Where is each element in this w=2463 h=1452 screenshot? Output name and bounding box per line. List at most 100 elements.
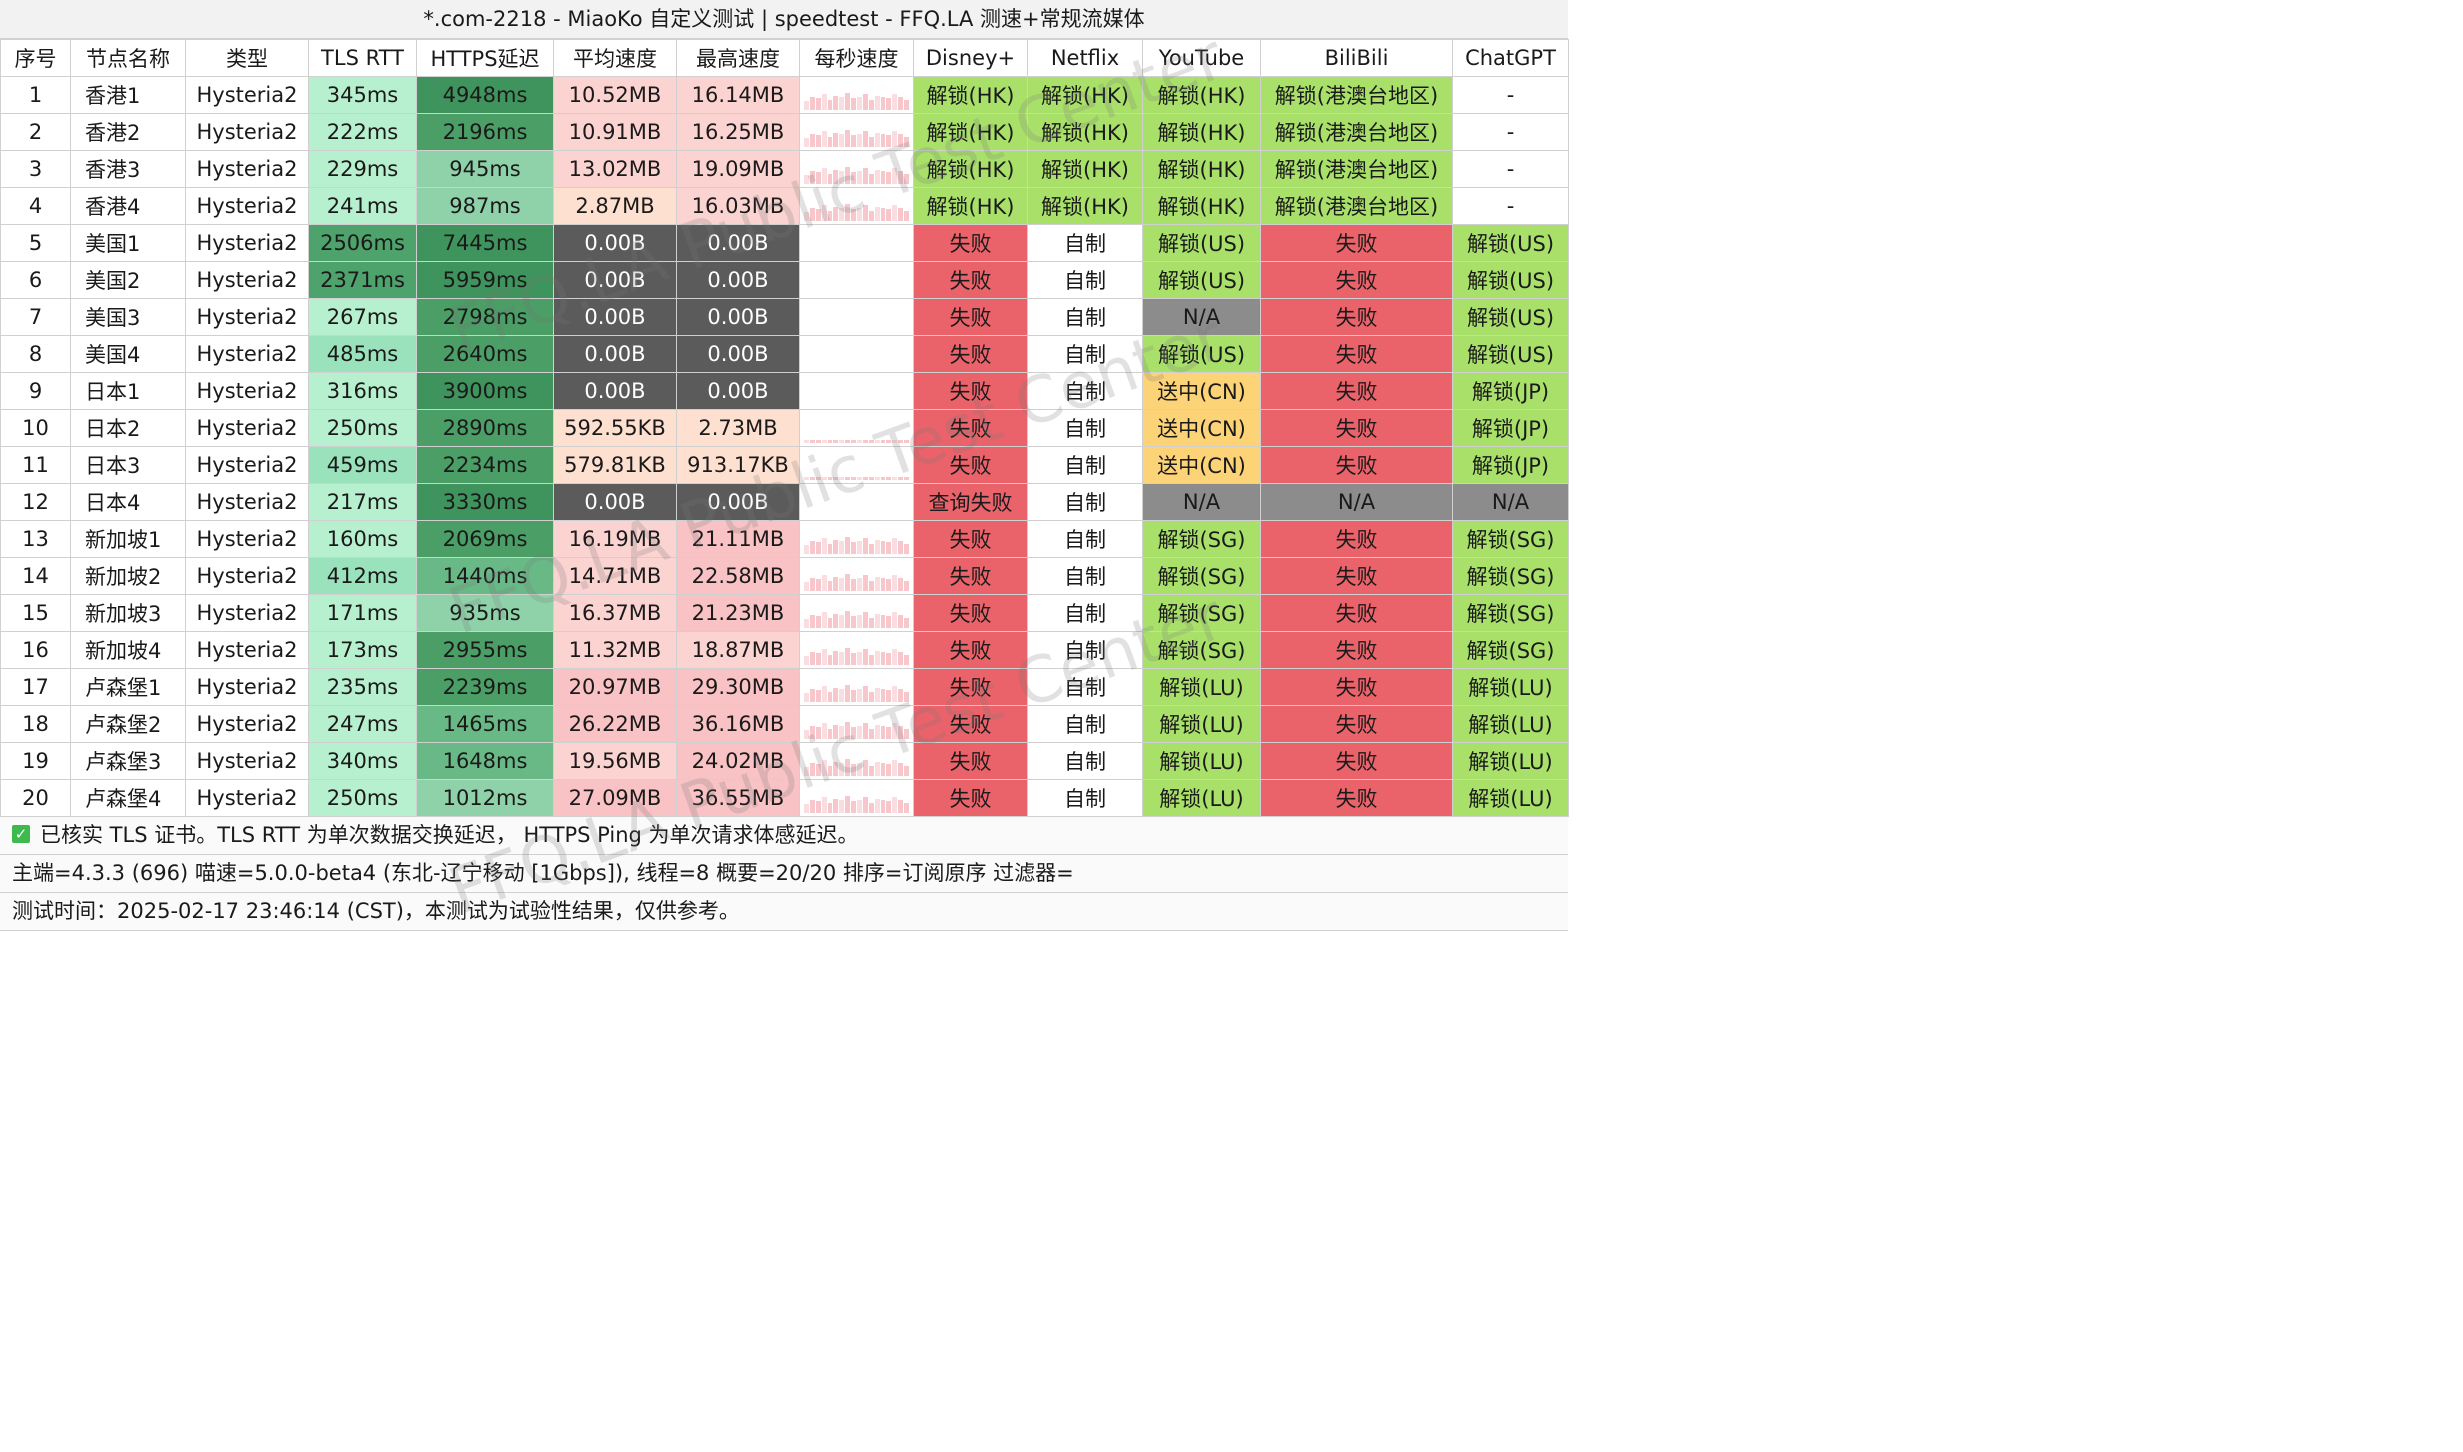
cell-bili: 失败 (1260, 372, 1453, 410)
cell-disney: 查询失败 (913, 483, 1028, 521)
cell-bili: 失败 (1260, 742, 1453, 780)
cell-https: 2890ms (416, 409, 554, 447)
cell-netflix: 自制 (1027, 557, 1143, 595)
table-row: 18 卢森堡2 Hysteria2 247ms 1465ms 26.22MB 36.16MB… (0, 705, 1569, 743)
cell-no: 12 (0, 483, 71, 521)
cell-type: Hysteria2 (185, 557, 309, 595)
cell-netflix: 自制 (1027, 594, 1143, 632)
cell-type: Hysteria2 (185, 372, 309, 410)
cell-max: 0.00B (676, 224, 800, 262)
cell-https: 2798ms (416, 298, 554, 336)
table-row: 8 美国4 Hysteria2 485ms 2640ms 0.00B 0.00B 失败 自制 解锁… (0, 335, 1569, 373)
cell-no: 4 (0, 187, 71, 225)
cell-tls: 173ms (308, 631, 417, 669)
cell-disney: 解锁(HK) (913, 113, 1028, 151)
cell-https: 1012ms (416, 779, 554, 817)
cell-disney: 失败 (913, 261, 1028, 299)
cell-name: 日本2 (70, 409, 186, 447)
cell-gpt: 解锁(US) (1452, 335, 1569, 373)
cell-gpt: N/A (1452, 483, 1569, 521)
cell-no: 5 (0, 224, 71, 262)
cell-disney: 解锁(HK) (913, 150, 1028, 188)
cell-tls: 222ms (308, 113, 417, 151)
cell-type: Hysteria2 (185, 594, 309, 632)
cell-avg: 592.55KB (553, 409, 677, 447)
cell-disney: 失败 (913, 779, 1028, 817)
speed-sparkline (799, 224, 914, 262)
speed-sparkline (799, 113, 914, 151)
cell-netflix: 自制 (1027, 668, 1143, 706)
cell-youtube: 送中(CN) (1142, 372, 1261, 410)
speed-sparkline (799, 520, 914, 558)
cell-avg: 10.91MB (553, 113, 677, 151)
cell-youtube: 解锁(HK) (1142, 113, 1261, 151)
cell-bili: 失败 (1260, 594, 1453, 632)
cell-no: 19 (0, 742, 71, 780)
cell-gpt: - (1452, 150, 1569, 188)
table-row: 5 美国1 Hysteria2 2506ms 7445ms 0.00B 0.00B 失败 自制解… (0, 224, 1569, 262)
cell-name: 日本1 (70, 372, 186, 410)
column-header: 最高速度 (676, 39, 800, 77)
cell-netflix: 自制 (1027, 335, 1143, 373)
table-row: 13 新加坡1 Hysteria2 160ms 2069ms 16.19MB 21.11MB… (0, 520, 1569, 558)
cell-tls: 345ms (308, 76, 417, 114)
table-row: 2 香港2 Hysteria2 222ms 2196ms 10.91MB 16.25MB 解锁… (0, 113, 1569, 151)
cell-disney: 失败 (913, 446, 1028, 484)
cell-avg: 0.00B (553, 261, 677, 299)
cell-no: 7 (0, 298, 71, 336)
cell-avg: 26.22MB (553, 705, 677, 743)
table-row: 7 美国3 Hysteria2 267ms 2798ms 0.00B 0.00B 失败 自制 N/… (0, 298, 1569, 336)
column-header: 节点名称 (70, 39, 186, 77)
cell-type: Hysteria2 (185, 631, 309, 669)
results-table: 序号 节点名称 类型 TLS RTT HTTPS延迟 平均速度 最高速度 每秒速度 Disney… (0, 39, 1569, 817)
table-row: 14 新加坡2 Hysteria2 412ms 1440ms 14.71MB 22.58MB… (0, 557, 1569, 595)
column-header: HTTPS延迟 (416, 39, 554, 77)
cell-no: 15 (0, 594, 71, 632)
cell-max: 0.00B (676, 372, 800, 410)
cell-tls: 2506ms (308, 224, 417, 262)
cell-avg: 2.87MB (553, 187, 677, 225)
cell-type: Hysteria2 (185, 446, 309, 484)
cell-gpt: 解锁(LU) (1452, 779, 1569, 817)
cell-avg: 14.71MB (553, 557, 677, 595)
cell-avg: 11.32MB (553, 631, 677, 669)
cell-avg: 20.97MB (553, 668, 677, 706)
cell-name: 卢森堡1 (70, 668, 186, 706)
table-row: 11 日本3 Hysteria2 459ms 2234ms 579.81KB 913.17K… (0, 446, 1569, 484)
cell-bili: 失败 (1260, 446, 1453, 484)
cell-netflix: 自制 (1027, 705, 1143, 743)
cell-bili: 解锁(港澳台地区) (1260, 76, 1453, 114)
cell-avg: 16.19MB (553, 520, 677, 558)
cell-bili: 失败 (1260, 520, 1453, 558)
cell-name: 美国2 (70, 261, 186, 299)
table-row: 12 日本4 Hysteria2 217ms 3330ms 0.00B 0.00B 查询失败自… (0, 483, 1569, 521)
speed-sparkline (799, 594, 914, 632)
cell-name: 新加坡3 (70, 594, 186, 632)
cell-tls: 412ms (308, 557, 417, 595)
cell-avg: 27.09MB (553, 779, 677, 817)
speed-sparkline (799, 187, 914, 225)
cell-no: 9 (0, 372, 71, 410)
footer-info: 主端=4.3.3 (696) 喵速=5.0.0-beta4 (东北-辽宁移动 [… (0, 855, 1568, 893)
cell-name: 香港2 (70, 113, 186, 151)
cell-type: Hysteria2 (185, 187, 309, 225)
cell-tls: 250ms (308, 409, 417, 447)
cell-name: 美国3 (70, 298, 186, 336)
cell-avg: 13.02MB (553, 150, 677, 188)
column-header: ChatGPT (1452, 39, 1569, 77)
check-box-icon: ✓ (12, 825, 30, 843)
cell-avg: 16.37MB (553, 594, 677, 632)
cell-bili: 失败 (1260, 409, 1453, 447)
cell-https: 2640ms (416, 335, 554, 373)
cell-disney: 失败 (913, 705, 1028, 743)
cell-netflix: 自制 (1027, 742, 1143, 780)
cell-type: Hysteria2 (185, 76, 309, 114)
cell-tls: 160ms (308, 520, 417, 558)
cell-https: 1648ms (416, 742, 554, 780)
cell-disney: 失败 (913, 594, 1028, 632)
cell-youtube: 送中(CN) (1142, 446, 1261, 484)
speed-sparkline (799, 261, 914, 299)
cell-youtube: 解锁(US) (1142, 261, 1261, 299)
cell-max: 36.16MB (676, 705, 800, 743)
cell-bili: N/A (1260, 483, 1453, 521)
